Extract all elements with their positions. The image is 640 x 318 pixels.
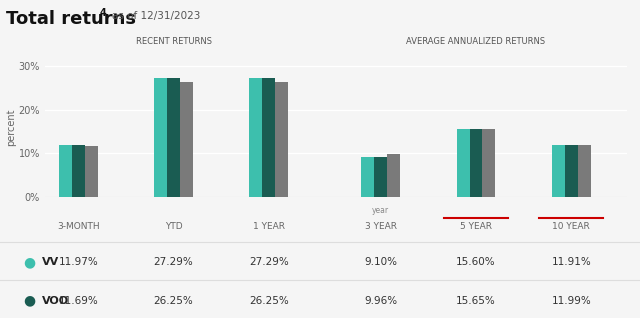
- Text: 11.91%: 11.91%: [551, 257, 591, 267]
- Bar: [470, 129, 483, 197]
- Text: AVERAGE ANNUALIZED RETURNS: AVERAGE ANNUALIZED RETURNS: [406, 37, 545, 46]
- Bar: [578, 145, 591, 197]
- Text: Total returns: Total returns: [6, 10, 136, 28]
- Bar: [564, 145, 578, 197]
- Bar: [387, 154, 400, 197]
- Text: 9.10%: 9.10%: [364, 257, 397, 267]
- Text: 11.97%: 11.97%: [58, 257, 99, 267]
- Bar: [167, 78, 180, 197]
- Bar: [85, 146, 98, 197]
- Text: 27.29%: 27.29%: [154, 257, 193, 267]
- Text: as of 12/31/2023: as of 12/31/2023: [112, 11, 200, 21]
- Text: VV: VV: [42, 257, 59, 267]
- Bar: [180, 82, 193, 197]
- Text: VOO: VOO: [42, 295, 68, 306]
- Text: 11.99%: 11.99%: [551, 295, 591, 306]
- Text: 15.65%: 15.65%: [456, 295, 496, 306]
- Bar: [457, 129, 470, 197]
- Bar: [154, 78, 167, 197]
- Bar: [59, 145, 72, 197]
- Bar: [275, 82, 288, 197]
- Text: 15.60%: 15.60%: [456, 257, 496, 267]
- Bar: [262, 78, 275, 197]
- Text: year: year: [372, 205, 389, 215]
- Bar: [374, 157, 387, 197]
- Text: 11.69%: 11.69%: [58, 295, 99, 306]
- Text: 27.29%: 27.29%: [249, 257, 289, 267]
- Text: ●: ●: [23, 255, 35, 269]
- Text: RECENT RETURNS: RECENT RETURNS: [136, 37, 212, 46]
- Text: ●: ●: [23, 294, 35, 308]
- Bar: [483, 129, 495, 197]
- Text: 26.25%: 26.25%: [154, 295, 193, 306]
- Text: 4: 4: [99, 8, 106, 18]
- Bar: [362, 157, 374, 197]
- Y-axis label: percent: percent: [6, 108, 15, 146]
- Bar: [552, 145, 564, 197]
- Bar: [72, 145, 85, 197]
- Text: 26.25%: 26.25%: [249, 295, 289, 306]
- Text: 9.96%: 9.96%: [364, 295, 397, 306]
- Bar: [250, 78, 262, 197]
